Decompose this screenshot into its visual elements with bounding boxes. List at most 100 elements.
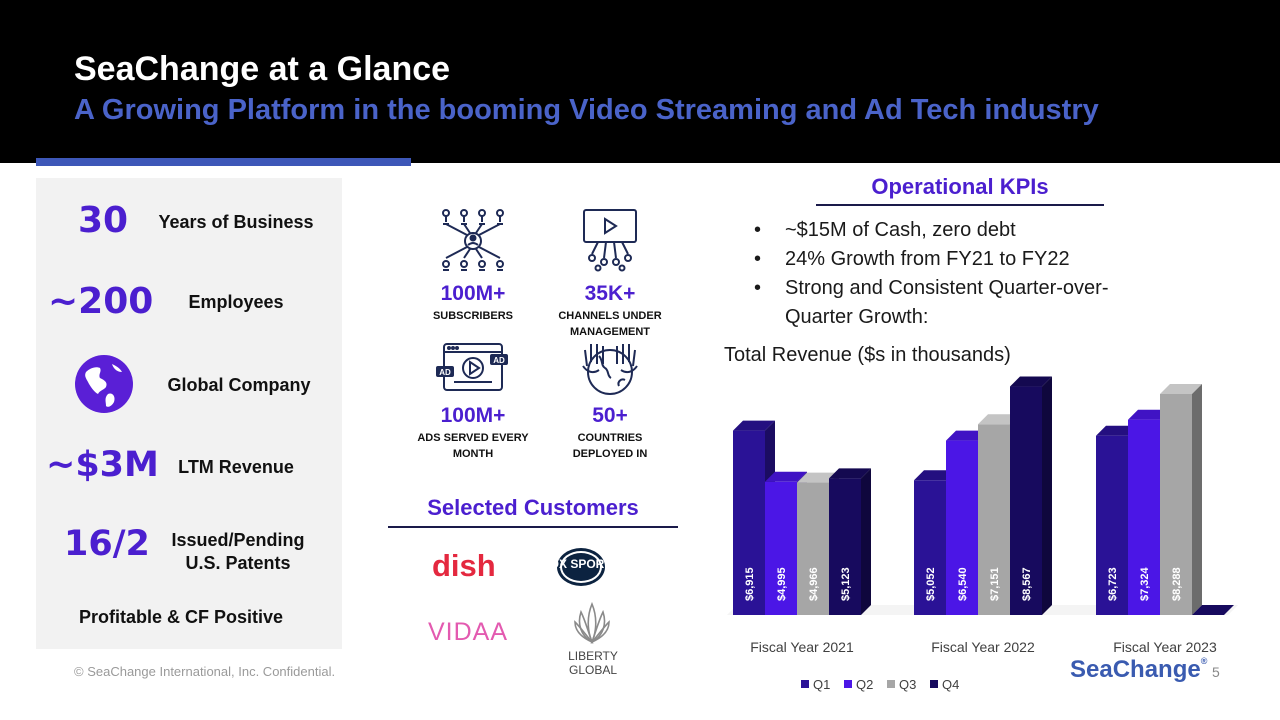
bar xyxy=(1160,393,1192,615)
operational-bullets: ~$15M of Cash, zero debt 24% Growth from… xyxy=(754,216,1174,332)
fox-sports-logo-text: FOX SPORTS xyxy=(556,557,606,571)
bar xyxy=(829,478,861,615)
kpi-subscribers-label: SUBSCRIBERS xyxy=(432,310,514,322)
fox-sports-logo: FOX SPORTS xyxy=(556,548,606,586)
stat-global-label: Global Company xyxy=(167,375,311,395)
bar-data-label: $7,151 xyxy=(989,567,1001,601)
stat-employees-value: ~200 xyxy=(48,281,154,322)
legend-label: Q3 xyxy=(899,677,916,692)
legend-label: Q4 xyxy=(942,677,959,692)
bar-data-label: $8,567 xyxy=(1021,567,1033,601)
bar-top-face xyxy=(946,430,988,441)
x-tick-label: Fiscal Year 2021 xyxy=(750,639,854,655)
customers-heading: Selected Customers xyxy=(427,495,639,520)
legend-swatch xyxy=(801,680,809,688)
kpi-channels-label-line1: CHANNELS UNDER xyxy=(558,310,662,322)
svg-text:AD: AD xyxy=(439,368,451,377)
stat-employees-label: Employees xyxy=(188,292,284,312)
bar-group: $8,567 xyxy=(1010,376,1052,615)
kpi-channels-label: CHANNELS UNDER MANAGEMENT xyxy=(535,308,685,340)
bar-top-face xyxy=(1128,409,1170,420)
page-subtitle: A Growing Platform in the booming Video … xyxy=(74,94,1099,126)
bar-top-face xyxy=(765,471,807,482)
page-title: SeaChange at a Glance xyxy=(74,50,451,88)
legend-label: Q1 xyxy=(813,677,830,692)
vidaa-logo: VIDAA xyxy=(428,618,509,646)
legend-item: Q3 xyxy=(887,677,916,692)
kpi-countries-value: 50+ xyxy=(592,404,628,427)
kpi-channels-value: 35K+ xyxy=(584,282,636,305)
bar xyxy=(733,430,765,615)
operational-rule xyxy=(816,204,1104,206)
bar-side-face xyxy=(1042,376,1052,615)
bar xyxy=(1128,419,1160,615)
bar-data-label: $6,540 xyxy=(957,567,969,601)
bar xyxy=(978,424,1010,615)
stat-revenue-label: LTM Revenue xyxy=(178,457,294,477)
bar xyxy=(1096,435,1128,615)
bar xyxy=(946,440,978,615)
bar-side-face xyxy=(861,468,871,615)
bar-top-face xyxy=(978,414,1020,425)
bar-top-face xyxy=(733,420,775,431)
bar-data-label: $7,324 xyxy=(1139,566,1151,601)
kpi-countries-label: COUNTRIES DEPLOYED IN xyxy=(535,430,685,462)
bar-group xyxy=(1192,605,1234,615)
chart-title: Total Revenue ($s in thousands) xyxy=(724,344,1011,366)
bar-data-label: $6,915 xyxy=(744,567,756,601)
legend-swatch xyxy=(844,680,852,688)
stat-patents-value: 16/2 xyxy=(64,524,150,564)
bar-data-label: $4,966 xyxy=(808,567,820,601)
ad-video-icon: AD AD xyxy=(436,343,508,391)
stat-patents-label-line1: Issued/Pending xyxy=(171,530,305,550)
brand-trademark: ® xyxy=(1200,656,1208,666)
stats-panel xyxy=(36,178,342,649)
header-band xyxy=(0,0,1280,163)
kpi-countries-label-line2: DEPLOYED IN xyxy=(572,448,648,460)
kpi-channels-label-line2: MANAGEMENT xyxy=(569,326,651,338)
liberty-global-logo: LIBERTY GLOBAL xyxy=(568,649,618,677)
bar-group: $8,288 xyxy=(1160,383,1202,615)
x-tick-label: Fiscal Year 2022 xyxy=(931,639,1035,655)
dish-logo: dish xyxy=(432,548,496,583)
subscribers-network-icon xyxy=(442,209,504,271)
legend-label: Q2 xyxy=(856,677,873,692)
liberty-global-emblem xyxy=(574,602,610,644)
legend-swatch xyxy=(930,680,938,688)
kpi-ads-label-line2: MONTH xyxy=(452,448,494,460)
stat-years-label: Years of Business xyxy=(158,212,314,232)
bar-side-face xyxy=(1192,383,1202,615)
stat-patents-label-line2: U.S. Patents xyxy=(185,553,291,573)
stat-profitable-label: Profitable & CF Positive xyxy=(78,607,284,627)
bar-top-face xyxy=(914,470,956,481)
bar-data-label: $6,723 xyxy=(1107,567,1119,601)
revenue-bar-chart: $6,915 $4,995 $4,966 $5,123 Fiscal Year 2021… xyxy=(727,376,1238,692)
bar-group: $5,123 xyxy=(829,468,871,615)
bullet-item: ~$15M of Cash, zero debt xyxy=(754,216,1174,245)
kpi-countries-label-line1: COUNTRIES xyxy=(577,432,643,444)
kpi-ads-label-line1: ADS SERVED EVERY xyxy=(417,432,529,444)
hands-globe-icon xyxy=(582,344,638,395)
bar-top-face xyxy=(1096,425,1138,436)
bar xyxy=(797,482,829,615)
legend-item: Q4 xyxy=(930,677,959,692)
kpi-subscribers-value: 100M+ xyxy=(440,282,506,305)
bar-data-label: $8,288 xyxy=(1171,567,1183,601)
bar-data-label: $4,995 xyxy=(776,567,788,601)
legend-item: Q2 xyxy=(844,677,873,692)
customers-rule xyxy=(388,526,678,528)
stat-patents-label: Issued/Pending U.S. Patents xyxy=(152,529,324,575)
x-tick-label: Fiscal Year 2023 xyxy=(1113,639,1217,655)
bar xyxy=(914,480,946,615)
bullet-item: 24% Growth from FY21 to FY22 xyxy=(754,245,1174,274)
bar-data-label: $5,052 xyxy=(925,567,937,601)
legend-item: Q1 xyxy=(801,677,830,692)
legend-swatch xyxy=(887,680,895,688)
bullet-item: Strong and Consistent Quarter-over-Quart… xyxy=(754,274,1174,332)
bar-top-face xyxy=(797,472,839,483)
bar-empty xyxy=(1192,605,1234,615)
bar-top-face xyxy=(829,468,871,479)
bar xyxy=(1010,386,1042,615)
channels-screen-icon xyxy=(583,209,637,272)
svg-text:AD: AD xyxy=(493,356,505,365)
